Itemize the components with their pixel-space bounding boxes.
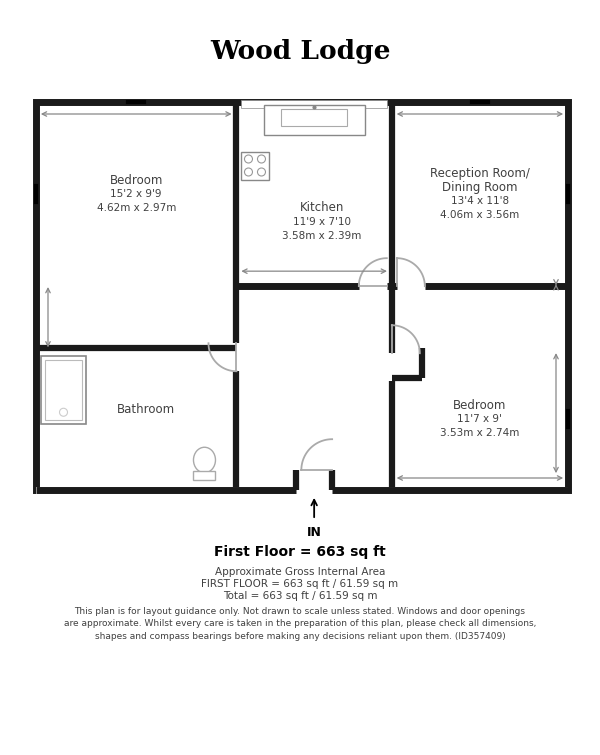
Bar xyxy=(241,100,387,108)
Bar xyxy=(45,360,82,421)
Bar xyxy=(36,102,568,490)
Text: Reception Room/: Reception Room/ xyxy=(430,167,530,180)
Text: FIRST FLOOR = 663 sq ft / 61.59 sq m: FIRST FLOOR = 663 sq ft / 61.59 sq m xyxy=(202,579,398,589)
Text: 3.53m x 2.74m: 3.53m x 2.74m xyxy=(440,428,520,438)
Text: Bedroom: Bedroom xyxy=(110,174,163,186)
Text: 11'7 x 9': 11'7 x 9' xyxy=(457,414,502,424)
Text: 4.62m x 2.97m: 4.62m x 2.97m xyxy=(97,203,176,213)
Text: 13'4 x 11'8: 13'4 x 11'8 xyxy=(451,196,509,206)
Text: Dining Room: Dining Room xyxy=(442,180,518,193)
Text: This plan is for layout guidance only. Not drawn to scale unless stated. Windows: This plan is for layout guidance only. N… xyxy=(64,607,536,641)
Text: First Floor = 663 sq ft: First Floor = 663 sq ft xyxy=(214,545,386,559)
Text: Wood Lodge: Wood Lodge xyxy=(210,39,390,64)
Text: Bathroom: Bathroom xyxy=(117,402,175,415)
Text: IN: IN xyxy=(307,525,322,538)
Text: 15'2 x 9'9: 15'2 x 9'9 xyxy=(110,189,162,199)
Bar xyxy=(41,356,86,424)
Text: 4.06m x 3.56m: 4.06m x 3.56m xyxy=(440,210,520,220)
Text: Total = 663 sq ft / 61.59 sq m: Total = 663 sq ft / 61.59 sq m xyxy=(223,591,377,601)
Bar xyxy=(281,109,347,125)
Bar xyxy=(241,152,269,180)
Text: Kitchen: Kitchen xyxy=(300,202,344,214)
Text: Bedroom: Bedroom xyxy=(453,399,506,411)
Bar xyxy=(263,105,365,135)
Text: Approximate Gross Internal Area: Approximate Gross Internal Area xyxy=(215,567,385,577)
Text: 3.58m x 2.39m: 3.58m x 2.39m xyxy=(283,231,362,241)
Bar xyxy=(193,470,215,479)
Text: 11'9 x 7'10: 11'9 x 7'10 xyxy=(293,217,351,226)
Bar xyxy=(36,486,568,494)
